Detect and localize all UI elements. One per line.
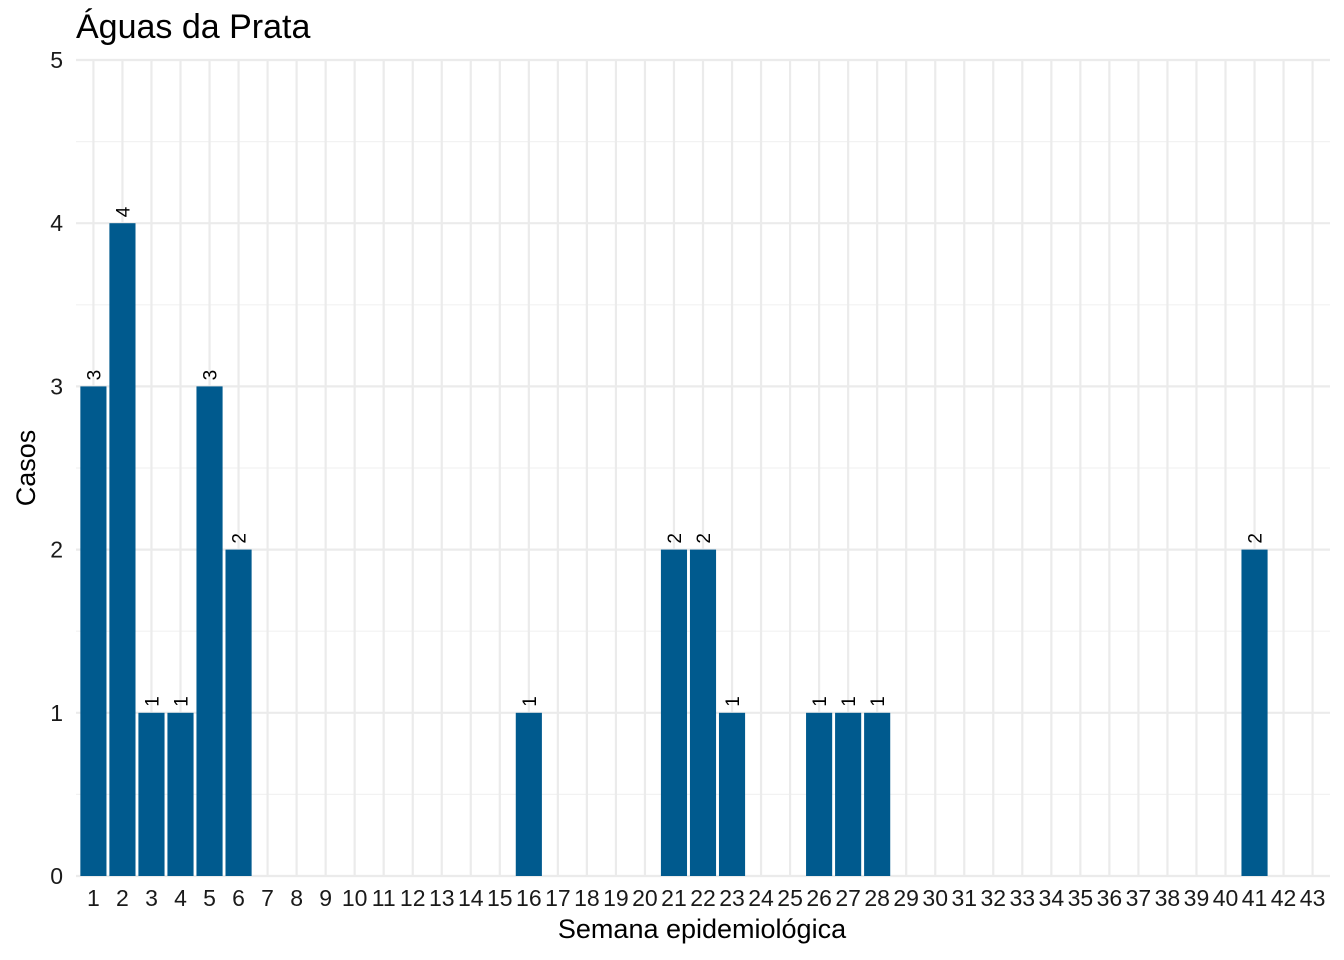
x-tick-label: 16 bbox=[516, 885, 542, 911]
x-tick-label: 26 bbox=[806, 885, 832, 911]
x-tick-label: 11 bbox=[372, 885, 396, 911]
y-tick-label: 4 bbox=[50, 210, 63, 236]
bars bbox=[80, 223, 1268, 876]
data-label: 2 bbox=[1246, 533, 1267, 544]
data-label: 1 bbox=[723, 696, 744, 707]
x-tick-label: 5 bbox=[203, 885, 216, 911]
x-tick-label: 27 bbox=[835, 885, 861, 911]
x-tick-label: 8 bbox=[290, 885, 303, 911]
x-tick-label: 31 bbox=[951, 885, 977, 911]
bar bbox=[109, 223, 136, 876]
x-tick-label: 17 bbox=[545, 885, 571, 911]
x-tick-label: 21 bbox=[661, 885, 687, 911]
x-tick-label: 41 bbox=[1242, 885, 1268, 911]
bar bbox=[835, 712, 862, 876]
x-tick-label: 33 bbox=[1010, 885, 1036, 911]
y-tick-label: 1 bbox=[50, 700, 63, 726]
bar bbox=[718, 712, 746, 876]
data-label: 1 bbox=[520, 696, 541, 707]
y-tick-label: 0 bbox=[50, 863, 63, 889]
chart-title: Águas da Prata bbox=[76, 8, 310, 46]
y-axis-title: Casos bbox=[11, 430, 41, 507]
data-label: 1 bbox=[839, 696, 860, 707]
data-label: 1 bbox=[142, 696, 163, 707]
data-label: 2 bbox=[230, 533, 251, 544]
data-label: 1 bbox=[172, 696, 193, 707]
x-tick-label: 23 bbox=[719, 885, 745, 911]
bar bbox=[660, 549, 688, 876]
x-tick-label: 14 bbox=[458, 885, 484, 911]
x-tick-label: 43 bbox=[1300, 885, 1326, 911]
x-axis-title: Semana epidemiológica bbox=[558, 914, 847, 944]
x-tick-label: 36 bbox=[1097, 885, 1123, 911]
x-tick-label: 3 bbox=[145, 885, 158, 911]
data-label: 2 bbox=[665, 533, 686, 544]
bar bbox=[864, 712, 891, 876]
x-tick-label: 30 bbox=[922, 885, 948, 911]
x-tick-label: 29 bbox=[893, 885, 919, 911]
y-tick-label: 3 bbox=[50, 373, 63, 399]
x-tick-label: 13 bbox=[429, 885, 455, 911]
x-tick-label: 6 bbox=[232, 885, 245, 911]
x-tick-label: 32 bbox=[980, 885, 1006, 911]
x-tick-label: 35 bbox=[1068, 885, 1094, 911]
x-tick-label: 38 bbox=[1155, 885, 1181, 911]
x-tick-label: 12 bbox=[400, 885, 426, 911]
bar bbox=[806, 712, 833, 876]
x-tick-label: 39 bbox=[1184, 885, 1210, 911]
bar bbox=[225, 549, 252, 876]
bar bbox=[515, 712, 542, 876]
x-tick-label: 37 bbox=[1126, 885, 1152, 911]
x-tick-label: 1 bbox=[87, 885, 100, 911]
x-tick-label: 10 bbox=[342, 885, 368, 911]
x-tick-label: 2 bbox=[116, 885, 129, 911]
data-label: 3 bbox=[84, 370, 105, 381]
x-tick-label: 24 bbox=[748, 885, 774, 911]
bar bbox=[689, 549, 717, 876]
x-tick-label: 40 bbox=[1213, 885, 1239, 911]
x-tick-label: 19 bbox=[603, 885, 629, 911]
bar bbox=[138, 712, 165, 876]
x-tick-label: 20 bbox=[632, 885, 658, 911]
x-tick-label: 4 bbox=[174, 885, 187, 911]
x-tick-label: 42 bbox=[1271, 885, 1297, 911]
x-tick-label: 15 bbox=[487, 885, 513, 911]
bar bbox=[196, 386, 223, 876]
x-tick-label: 25 bbox=[777, 885, 803, 911]
x-tick-label: 9 bbox=[319, 885, 332, 911]
bar bbox=[1241, 549, 1268, 876]
y-tick-label: 2 bbox=[50, 537, 63, 563]
x-tick-label: 7 bbox=[261, 885, 274, 911]
x-axis-ticks: 1 2 3 4 5 6 7 8 9 10 11 12 13 14 15 16 17 18 19 20 21 22 23 24 2… bbox=[87, 885, 1325, 911]
data-label: 3 bbox=[201, 370, 222, 381]
data-label: 2 bbox=[694, 533, 715, 544]
y-tick-label: 5 bbox=[50, 47, 63, 73]
x-tick-label: 28 bbox=[864, 885, 890, 911]
data-label: 4 bbox=[113, 206, 134, 217]
x-tick-label: 18 bbox=[574, 885, 600, 911]
data-label: 1 bbox=[810, 696, 831, 707]
bar bbox=[167, 712, 194, 876]
bar bbox=[80, 386, 107, 876]
data-label: 1 bbox=[868, 696, 889, 707]
y-axis-ticks: 0 1 2 3 4 5 bbox=[50, 47, 63, 889]
x-tick-label: 34 bbox=[1039, 885, 1065, 911]
x-tick-label: 22 bbox=[690, 885, 716, 911]
